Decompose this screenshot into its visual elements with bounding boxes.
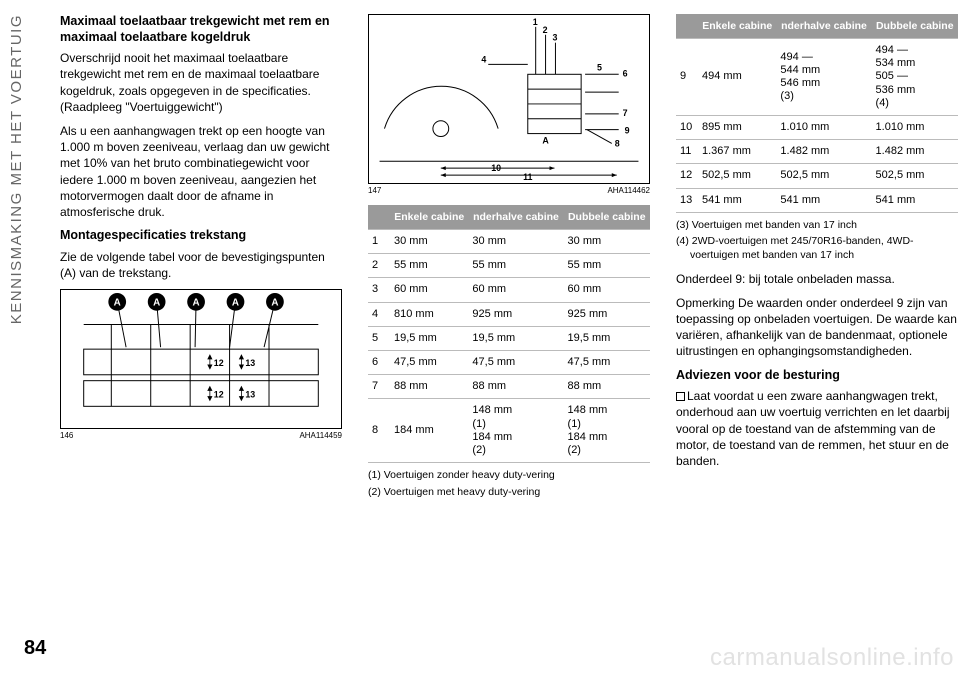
fig-num: 146 bbox=[60, 431, 73, 440]
square-bullet-icon bbox=[676, 392, 685, 401]
table-row: 788 mm88 mm88 mm bbox=[368, 375, 650, 399]
paragraph: Opmerking De waarden onder onderdeel 9 z… bbox=[676, 295, 958, 360]
footnote-1: (1) Voertuigen zonder heavy duty-vering bbox=[368, 469, 650, 483]
table-row: 111.367 mm1.482 mm1.482 mm bbox=[676, 140, 958, 164]
heading-adviezen: Adviezen voor de besturing bbox=[676, 368, 958, 384]
table-row: 130 mm30 mm30 mm bbox=[368, 230, 650, 254]
svg-text:8: 8 bbox=[615, 138, 620, 148]
figure-147: 1 2 3 4 5 6 7 8 9 10 11 A bbox=[368, 14, 650, 184]
th-blank bbox=[368, 205, 390, 230]
paragraph: Onderdeel 9: bij totale onbeladen massa. bbox=[676, 271, 958, 287]
svg-text:A: A bbox=[542, 135, 549, 145]
fig146-svg: A A A A A 12 13 12 13 bbox=[61, 290, 341, 428]
fig-code: AHA114459 bbox=[299, 431, 342, 440]
fig147-svg: 1 2 3 4 5 6 7 8 9 10 11 A bbox=[369, 15, 649, 183]
svg-text:12: 12 bbox=[214, 358, 224, 368]
th-enkele: Enkele cabine bbox=[698, 14, 776, 39]
svg-text:2: 2 bbox=[543, 25, 548, 35]
svg-text:1: 1 bbox=[533, 17, 538, 27]
svg-text:5: 5 bbox=[597, 62, 602, 72]
page-content: Maximaal toelaatbaar trekgewicht met rem… bbox=[60, 14, 946, 638]
svg-text:A: A bbox=[193, 297, 200, 308]
svg-text:6: 6 bbox=[623, 68, 628, 78]
svg-text:A: A bbox=[271, 297, 278, 308]
column-1: Maximaal toelaatbaar trekgewicht met rem… bbox=[60, 14, 342, 638]
svg-text:3: 3 bbox=[552, 33, 557, 43]
footnote-4: (4) 2WD-voertuigen met 245/70R16-banden,… bbox=[676, 235, 958, 262]
svg-text:4: 4 bbox=[481, 54, 486, 64]
table-row: 647,5 mm47,5 mm47,5 mm bbox=[368, 351, 650, 375]
th-dubbele: Dubbele cabine bbox=[564, 205, 650, 230]
table-row: 12502,5 mm502,5 mm502,5 mm bbox=[676, 164, 958, 188]
th-enkele: Enkele cabine bbox=[390, 205, 468, 230]
heading-montage: Montagespecificaties trekstang bbox=[60, 228, 342, 244]
th-dubbele: Dubbele cabine bbox=[872, 14, 958, 39]
table-row: 8184 mm148 mm (1) 184 mm (2)148 mm (1) 1… bbox=[368, 399, 650, 463]
advice-text: Laat voordat u een zware aanhangwagen tr… bbox=[676, 389, 950, 468]
table-dims-col2: Enkele cabine nderhalve cabine Dubbele c… bbox=[368, 205, 650, 463]
th-anderhalve: nderhalve cabine bbox=[776, 14, 871, 39]
watermark-text: carmanualsonline.info bbox=[710, 644, 954, 672]
svg-text:9: 9 bbox=[625, 126, 630, 136]
figure-146: A A A A A 12 13 12 13 bbox=[60, 289, 342, 429]
paragraph: Overschrijd nooit het maximaal toelaatba… bbox=[60, 50, 342, 115]
paragraph: Als u een aanhangwagen trekt op een hoog… bbox=[60, 123, 342, 220]
svg-text:11: 11 bbox=[523, 172, 532, 182]
table-row: 13541 mm541 mm541 mm bbox=[676, 188, 958, 212]
paragraph-adviezen: Laat voordat u een zware aanhangwagen tr… bbox=[676, 388, 958, 469]
sidebar-section-label: KENNISMAKING MET HET VOERTUIG bbox=[8, 14, 25, 324]
footnote-2: (2) Voertuigen met heavy duty-vering bbox=[368, 486, 650, 500]
fig-num: 147 bbox=[368, 186, 381, 195]
table-row: 360 mm60 mm60 mm bbox=[368, 278, 650, 302]
th-blank bbox=[676, 14, 698, 39]
svg-text:A: A bbox=[114, 297, 121, 308]
svg-text:A: A bbox=[232, 297, 239, 308]
fig-code: AHA114462 bbox=[607, 186, 650, 195]
column-3: Enkele cabine nderhalve cabine Dubbele c… bbox=[676, 14, 958, 638]
column-2: 1 2 3 4 5 6 7 8 9 10 11 A bbox=[368, 14, 650, 638]
svg-text:13: 13 bbox=[245, 358, 255, 368]
figure-146-caption: 146 AHA114459 bbox=[60, 431, 342, 440]
table-dims-col3: Enkele cabine nderhalve cabine Dubbele c… bbox=[676, 14, 958, 213]
footnote-3: (3) Voertuigen met banden van 17 inch bbox=[676, 219, 958, 233]
table-row: 255 mm55 mm55 mm bbox=[368, 254, 650, 278]
figure-147-caption: 147 AHA114462 bbox=[368, 186, 650, 195]
table-row: 10895 mm1.010 mm1.010 mm bbox=[676, 116, 958, 140]
table-row: 519,5 mm19,5 mm19,5 mm bbox=[368, 326, 650, 350]
svg-text:10: 10 bbox=[491, 163, 501, 173]
svg-text:7: 7 bbox=[623, 108, 628, 118]
paragraph: Zie de volgende tabel voor de bevestigin… bbox=[60, 249, 342, 281]
table-row: 9494 mm494 — 544 mm 546 mm (3)494 — 534 … bbox=[676, 39, 958, 116]
svg-text:13: 13 bbox=[245, 390, 255, 400]
svg-text:12: 12 bbox=[214, 390, 224, 400]
page-number: 84 bbox=[24, 637, 46, 660]
th-anderhalve: nderhalve cabine bbox=[468, 205, 563, 230]
table-row: 4810 mm925 mm925 mm bbox=[368, 302, 650, 326]
svg-text:A: A bbox=[153, 297, 160, 308]
heading-max-trekgewicht: Maximaal toelaatbaar trekgewicht met rem… bbox=[60, 14, 342, 45]
